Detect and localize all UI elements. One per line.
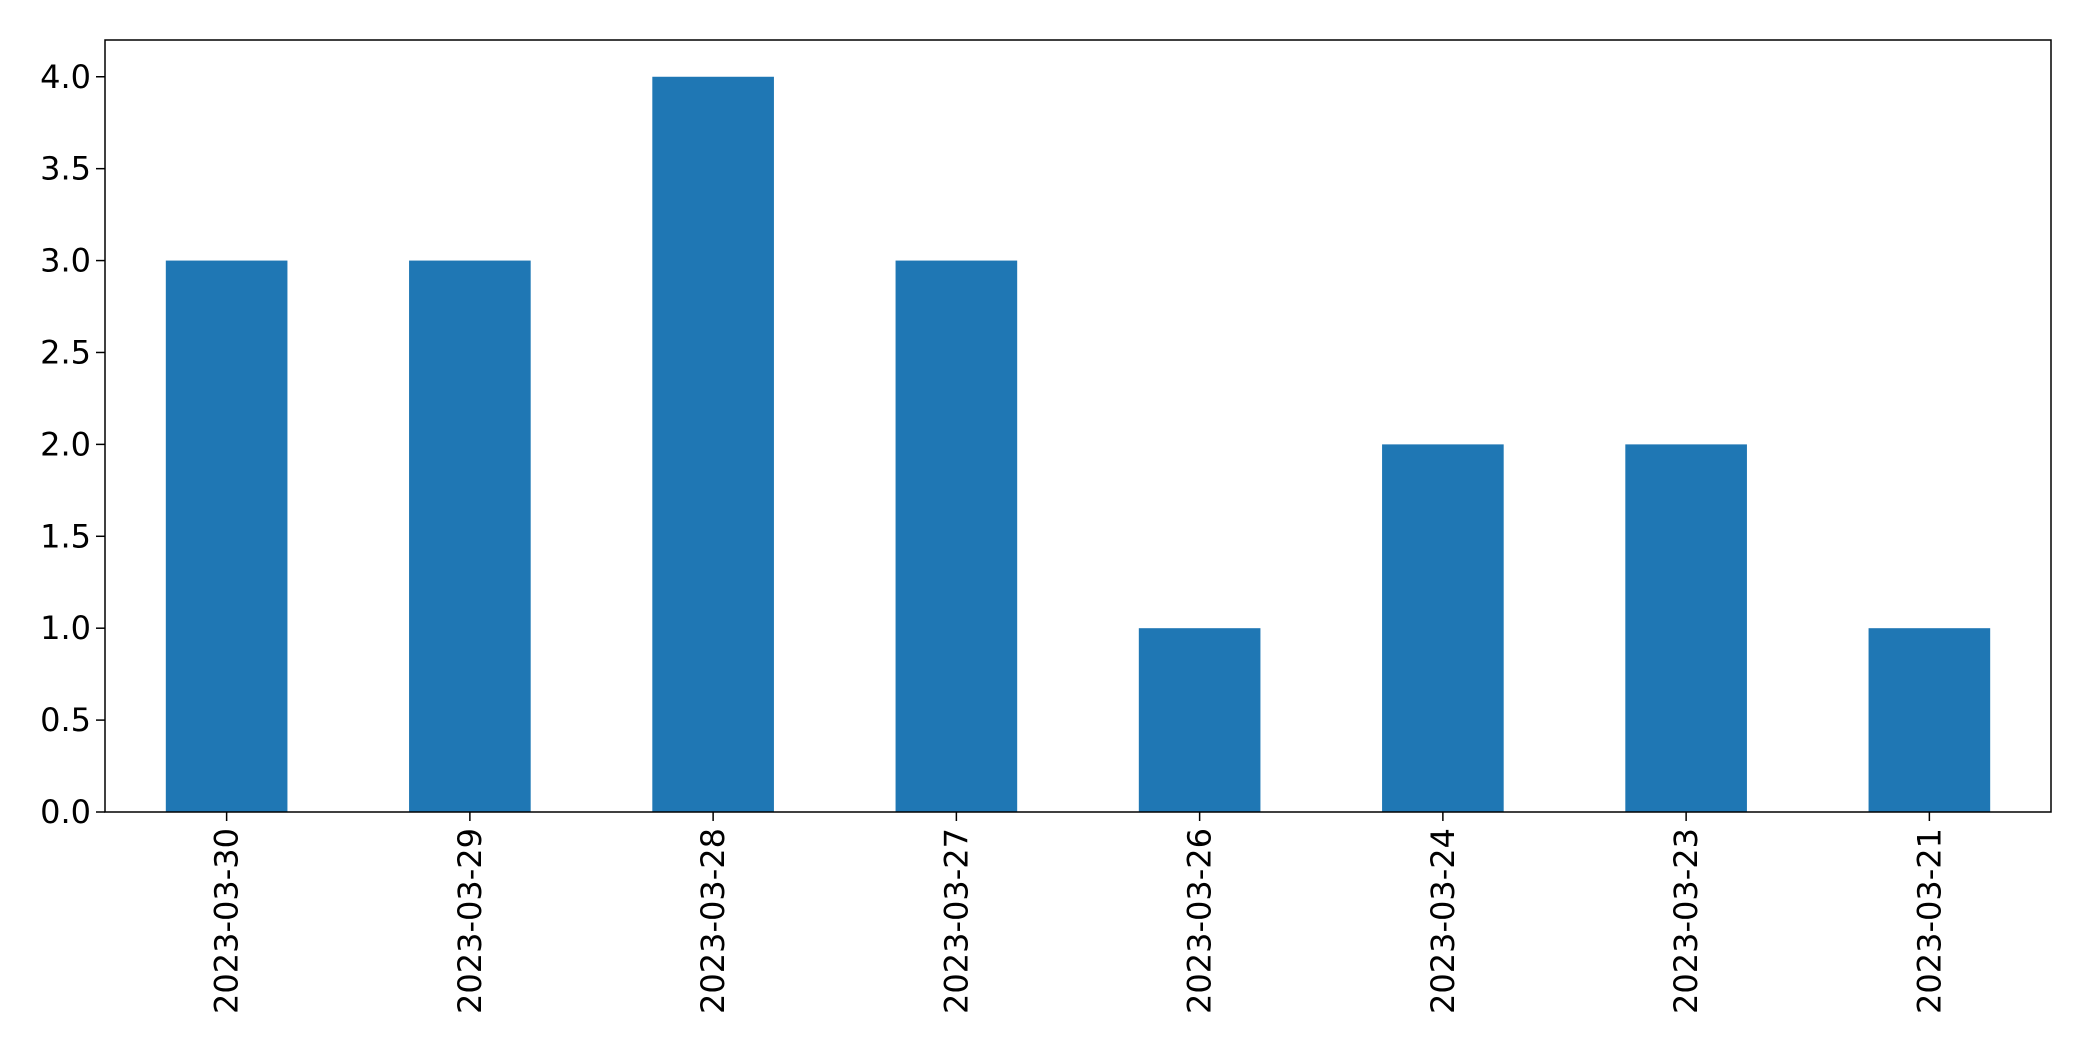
bar-2023-03-26 — [1138, 628, 1261, 812]
y-tick-label: 3.5 — [40, 150, 91, 188]
y-tick-label: 1.0 — [40, 609, 91, 647]
x-tick-label: 2023-03-23 — [1667, 828, 1705, 1014]
x-tick-label: 2023-03-24 — [1424, 828, 1462, 1014]
y-tick-label: 0.5 — [40, 701, 91, 739]
x-tick-label: 2023-03-29 — [451, 828, 489, 1014]
x-tick-label: 2023-03-21 — [1910, 828, 1948, 1014]
y-tick-label: 2.0 — [40, 425, 91, 463]
bar-2023-03-29 — [409, 260, 531, 813]
x-tick-label: 2023-03-30 — [208, 828, 246, 1014]
plot-frame — [104, 39, 2052, 813]
x-tick-label: 2023-03-28 — [694, 828, 732, 1014]
y-tick-label: 0.0 — [40, 793, 91, 831]
bar-2023-03-28 — [652, 76, 774, 812]
bar-2023-03-24 — [1382, 444, 1504, 812]
bar-2023-03-23 — [1625, 444, 1747, 812]
y-tick-label: 3.0 — [40, 242, 91, 280]
y-axis: 0.0 0.5 1.0 1.5 2.0 2.5 3.0 3.5 4.0 — [40, 58, 105, 831]
x-tick-label: 2023-03-27 — [937, 828, 975, 1014]
y-tick-label: 4.0 — [40, 58, 91, 96]
y-tick-label: 2.5 — [40, 333, 91, 371]
bar-2023-03-21 — [1868, 628, 1991, 812]
y-tick-label: 1.5 — [40, 517, 91, 555]
bars-group — [165, 76, 1991, 813]
bar-2023-03-30 — [165, 260, 288, 813]
x-axis: 2023-03-30 2023-03-29 2023-03-28 2023-03-27… — [208, 812, 1948, 1014]
x-tick-label: 2023-03-26 — [1181, 828, 1219, 1014]
bar-2023-03-27 — [895, 260, 1018, 813]
